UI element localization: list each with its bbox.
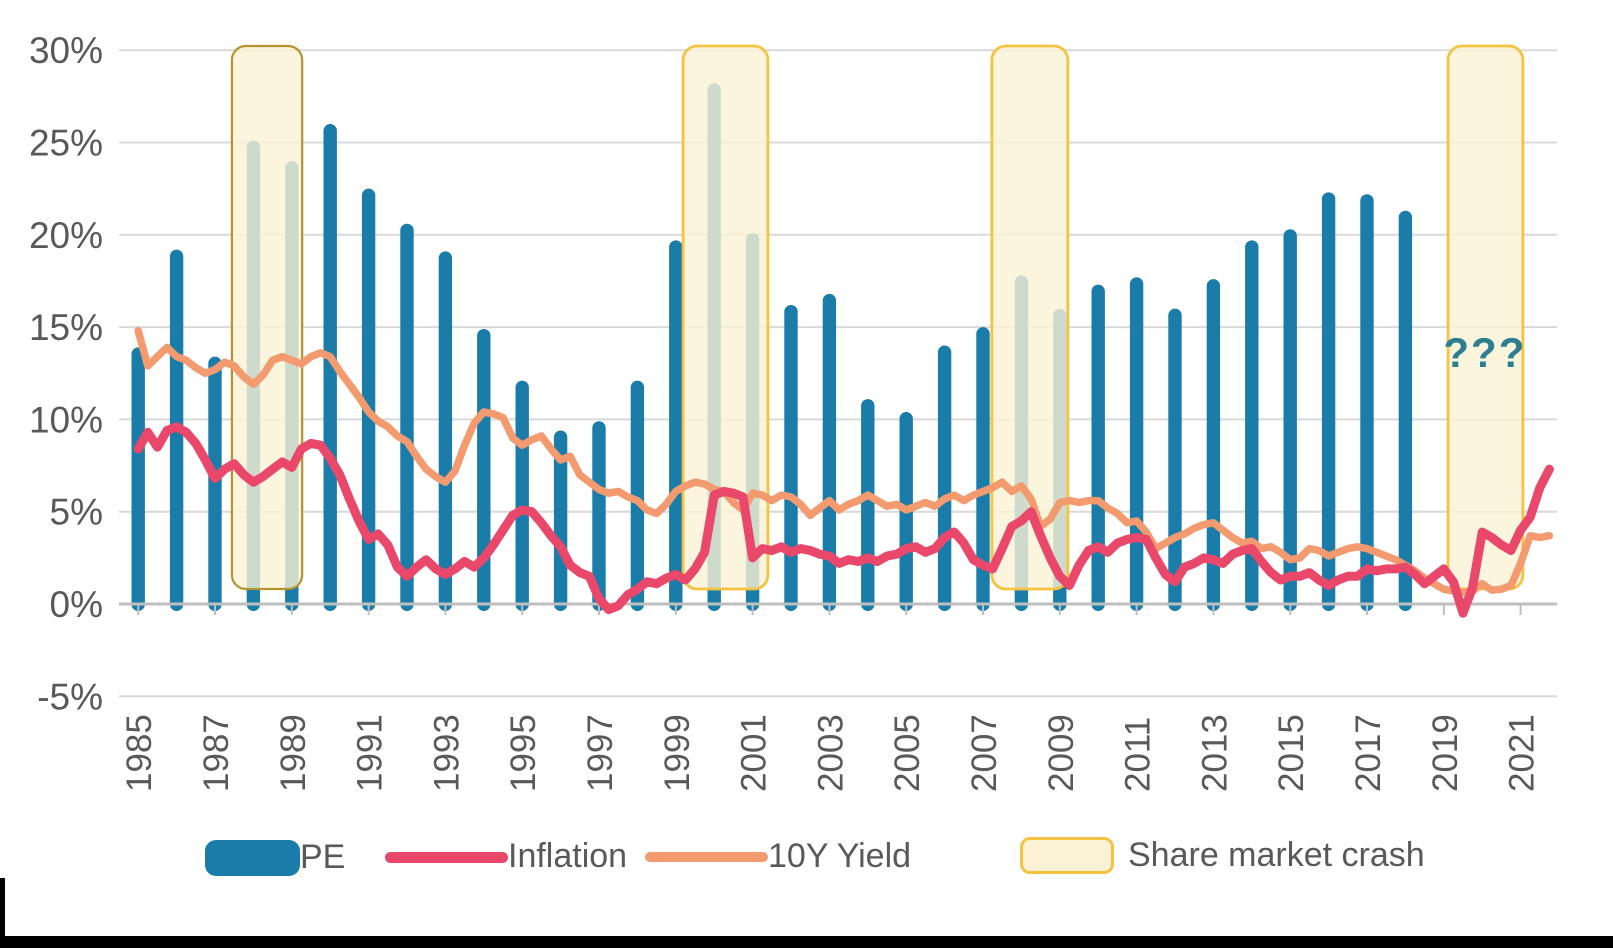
pe-bar [1398, 210, 1413, 611]
pe-bar [477, 328, 491, 611]
share-market-crash-swatch [1020, 837, 1114, 874]
legend-item-share-market-crash: Share market crash [1020, 836, 1425, 875]
pe-bar [208, 356, 222, 611]
crash-regions [230, 44, 1525, 591]
x-tick-label: 1997 [581, 714, 620, 792]
x-tick-label: 2015 [1272, 714, 1311, 792]
line-series [133, 327, 1554, 618]
y-tick-label: 30% [29, 30, 103, 71]
legend-label-inflation: Inflation [508, 836, 628, 875]
y-tick-label: -5% [37, 676, 103, 717]
pe-bar [553, 430, 568, 611]
pe-bar [861, 399, 875, 611]
x-tick-label: 1989 [274, 714, 313, 792]
pe-bar [1091, 284, 1105, 611]
legend-item-10y-yield: 10Y Yield [645, 836, 912, 875]
pe-bar [976, 327, 990, 611]
pe-bar [438, 251, 453, 611]
x-tick-label: 1993 [427, 714, 466, 792]
y-tick-label: 20% [29, 215, 103, 256]
x-axis [119, 602, 1557, 615]
y-axis-labels: 30% 25% 20% 15% 10% 5% 0% -5% [29, 30, 103, 717]
pe-bar [515, 380, 529, 611]
screenshot-bottom-edge [0, 936, 1613, 948]
unknown-future-annotation: ??? [1443, 329, 1526, 376]
x-tick-label: 2003 [811, 714, 850, 792]
ten-year-yield-line-swatch [645, 852, 768, 862]
pe-bar [1321, 192, 1336, 612]
x-tick-label: 1995 [504, 714, 543, 792]
y-tick-label: 5% [50, 492, 103, 533]
legend-item-inflation: Inflation [385, 836, 628, 875]
pe-bar-swatch [205, 839, 300, 876]
pe-bar [361, 188, 376, 611]
pe-bar [592, 421, 606, 611]
pe-bar [937, 345, 952, 611]
x-tick-label: 2013 [1195, 714, 1234, 792]
pe-bar [1283, 229, 1297, 611]
pe-bar [323, 124, 337, 611]
pe-bar [822, 293, 837, 611]
share-market-crash-region [1446, 44, 1525, 591]
x-tick-label: 2021 [1503, 714, 1542, 792]
x-tick-label: 1985 [120, 714, 159, 792]
x-tick-label: 2007 [965, 714, 1004, 792]
x-tick-label: 1987 [197, 714, 236, 792]
x-axis-labels: 1985 1987 1989 1991 1993 1995 1997 1999 2001 2003… [120, 714, 1541, 792]
legend-label-pe: PE [300, 838, 346, 876]
inflation-line [133, 422, 1554, 618]
pe-bar [1129, 277, 1144, 611]
x-tick-label: 2005 [888, 714, 927, 792]
x-tick-label: 1999 [658, 714, 697, 792]
legend-label-share-market-crash: Share market crash [1128, 836, 1425, 874]
screenshot-left-edge [0, 878, 5, 948]
ten-year-yield-line [134, 327, 1554, 596]
x-tick-label: 2001 [735, 714, 774, 792]
pe-bar [131, 347, 145, 611]
pe-bar [669, 240, 683, 611]
share-market-crash-region [681, 44, 770, 591]
legend-item-pe: PE [205, 838, 345, 877]
x-tick-label: 2017 [1349, 714, 1388, 792]
pe-bar [630, 380, 645, 611]
legend-label-10y-yield: 10Y Yield [768, 836, 912, 875]
pe-bar [784, 304, 798, 611]
pe-bar [1168, 308, 1182, 611]
x-tick-label: 2011 [1119, 717, 1158, 792]
y-tick-label: 10% [29, 399, 103, 440]
inflation-line-swatch [385, 851, 508, 863]
y-tick-label: 25% [29, 123, 103, 164]
x-tick-label: 1991 [351, 714, 390, 792]
pe-bar [1360, 194, 1374, 612]
pe-bar [1245, 240, 1259, 611]
y-tick-label: 0% [50, 584, 103, 625]
share-market-crash-region [230, 44, 304, 591]
x-tick-label: 2009 [1042, 714, 1081, 792]
y-tick-label: 15% [29, 307, 103, 348]
x-tick-label: 2019 [1426, 714, 1465, 792]
share-market-crash-region [990, 44, 1070, 591]
pe-bar [400, 223, 414, 611]
